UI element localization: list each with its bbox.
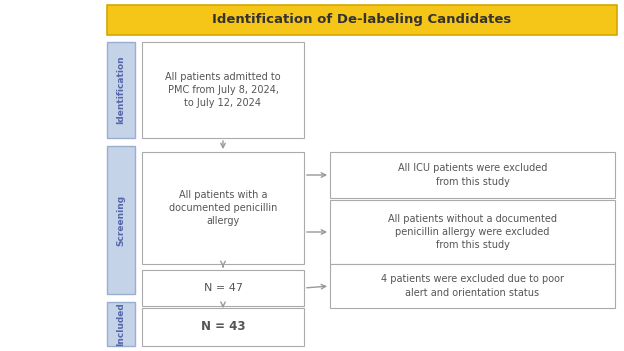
Text: All ICU patients were excluded
from this study: All ICU patients were excluded from this… <box>398 164 547 187</box>
Text: Identification: Identification <box>117 56 125 124</box>
FancyBboxPatch shape <box>142 308 304 346</box>
FancyBboxPatch shape <box>107 5 617 35</box>
FancyBboxPatch shape <box>142 42 304 138</box>
Text: N = 43: N = 43 <box>201 320 245 333</box>
Text: 4 patients were excluded due to poor
alert and orientation status: 4 patients were excluded due to poor ale… <box>381 274 564 298</box>
Text: Screening: Screening <box>117 194 125 246</box>
FancyBboxPatch shape <box>330 200 615 264</box>
FancyBboxPatch shape <box>142 152 304 264</box>
FancyBboxPatch shape <box>107 146 135 294</box>
FancyBboxPatch shape <box>330 152 615 198</box>
Text: All patients with a
documented penicillin
allergy: All patients with a documented penicilli… <box>169 190 277 226</box>
Text: All patients without a documented
penicillin allergy were excluded
from this stu: All patients without a documented penici… <box>388 214 557 250</box>
Text: Included: Included <box>117 302 125 346</box>
Text: All patients admitted to
PMC from July 8, 2024,
to July 12, 2024: All patients admitted to PMC from July 8… <box>165 72 281 108</box>
FancyBboxPatch shape <box>107 302 135 346</box>
Text: N = 47: N = 47 <box>203 283 243 293</box>
Text: Identification of De-labeling Candidates: Identification of De-labeling Candidates <box>212 13 512 26</box>
FancyBboxPatch shape <box>107 42 135 138</box>
FancyBboxPatch shape <box>330 264 615 308</box>
FancyBboxPatch shape <box>142 270 304 306</box>
